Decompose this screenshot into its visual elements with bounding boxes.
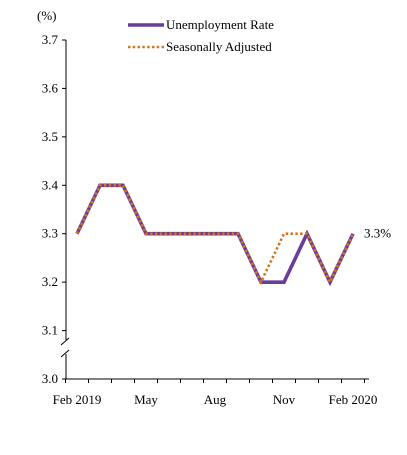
x-axis-ticks: Feb 2019 May Aug Nov Feb 2020 xyxy=(53,379,378,407)
axis-break-gap xyxy=(62,340,70,354)
legend-label: Seasonally Adjusted xyxy=(166,39,272,54)
y-tick-label: 3.4 xyxy=(42,177,59,192)
y-tick-label: 3.0 xyxy=(42,371,58,386)
axis-break-mark xyxy=(60,337,70,346)
legend: Unemployment Rate Seasonally Adjusted xyxy=(128,17,274,54)
axes xyxy=(60,40,369,380)
y-tick-label: 3.1 xyxy=(42,323,58,338)
end-value-label: 3.3% xyxy=(364,226,391,241)
x-tick-label: Nov xyxy=(273,392,296,407)
series-line-seasonally-adjusted xyxy=(75,183,355,286)
axis-break-mark xyxy=(60,349,70,358)
y-axis-unit-label: (%) xyxy=(37,8,57,23)
x-tick-label: Feb 2019 xyxy=(53,392,102,407)
y-tick-label: 3.7 xyxy=(42,32,59,47)
y-tick-label: 3.5 xyxy=(42,129,58,144)
y-axis-ticks: 3.0 3.1 3.2 3.3 3.4 3.5 3.6 3.7 xyxy=(42,32,66,386)
legend-label: Unemployment Rate xyxy=(166,17,274,32)
x-tick-label: May xyxy=(134,392,158,407)
y-tick-label: 3.2 xyxy=(42,274,58,289)
x-tick-label: Feb 2020 xyxy=(329,392,378,407)
series-layer xyxy=(75,183,355,287)
y-tick-label: 3.6 xyxy=(42,80,59,95)
x-tick-label: Aug xyxy=(204,392,227,407)
y-tick-label: 3.3 xyxy=(42,226,58,241)
series-line-unemployment-rate xyxy=(75,183,355,287)
